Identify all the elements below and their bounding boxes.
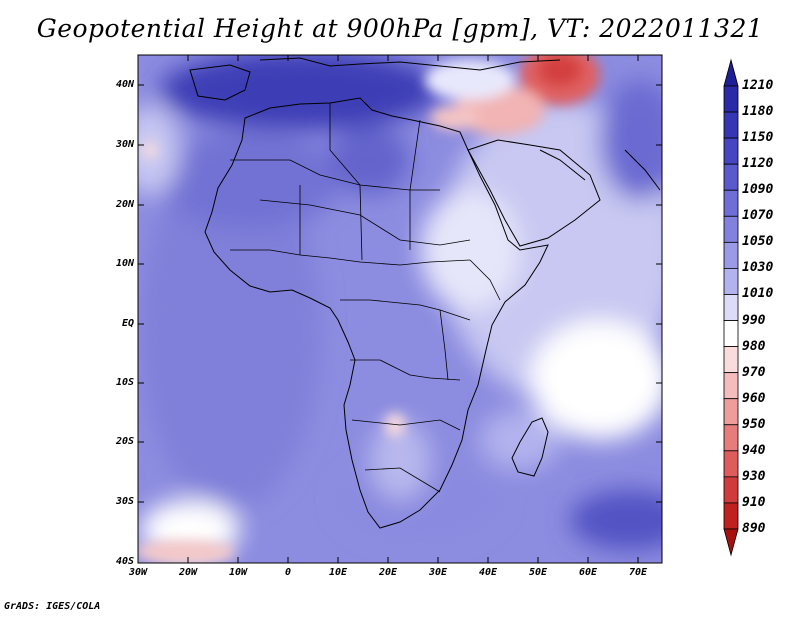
colorbar-segment [723,241,739,269]
colorbar-segment [723,268,739,295]
colorbar-label: 1010 [742,286,774,302]
colorbar-label: 1180 [742,104,774,120]
madagascar [511,417,549,477]
colorbar-label: 980 [742,338,766,354]
colorbar-label: 1120 [742,156,774,172]
colorbar-top-arrow [723,58,739,87]
colorbar-label: 1150 [742,130,774,146]
colorbar-segment [723,215,739,243]
colorbar-label: 1030 [742,260,774,276]
lat-label-20s: 20S [115,436,134,447]
lon-label-60e: 60E [578,567,598,578]
colorbar-label: 910 [742,494,766,510]
colorbar-label: 1070 [742,208,774,224]
plot-frame [137,54,663,564]
colorbar-segment [723,372,739,400]
height-field [138,55,662,563]
lon-label-0: 0 [284,567,292,578]
colorbar-label: 930 [742,468,766,484]
colorbar-segment [723,346,739,374]
colorbar-label: 970 [742,364,766,380]
lat-label-30n: 30N [115,139,134,150]
india-coast [624,149,661,191]
colorbar-segment [723,476,739,504]
borders [230,103,501,493]
lon-label-10w: 10W [228,567,248,578]
lat-label-eq: EQ [121,318,134,329]
colorbar-label: 950 [742,416,766,432]
colorbar [723,58,739,557]
europe-coast [259,57,561,71]
lon-label-20w: 20W [178,567,198,578]
lat-label-40s: 40S [115,556,134,567]
colorbar-segment [723,85,739,113]
colorbar-label: 990 [742,312,766,328]
colorbar-label: 890 [742,521,766,536]
iberia [189,64,251,101]
colorbar-bottom-arrow [723,528,739,557]
colorbar-segment [723,502,739,530]
colorbar-segment [723,189,739,217]
lon-label-70e: 70E [628,567,648,578]
colorbar-segment [723,320,739,347]
colorbar-segment [723,163,739,191]
lon-label-20e: 20E [378,567,398,578]
lon-label-40e: 40E [478,567,498,578]
colorbar-segment [723,424,739,452]
persian-gulf [539,149,586,181]
colorbar-segment [723,398,739,426]
colorbar-label: 940 [742,442,766,458]
lon-label-30e: 30E [428,567,448,578]
credit-text: GrADS: IGES/COLA [4,601,101,612]
colorbar-segment [723,294,739,321]
colorbar-segment [723,137,739,165]
colorbar-label: 960 [742,390,766,406]
lat-label-40n: 40N [115,79,134,90]
arabia [467,139,601,247]
lat-label-10n: 10N [115,258,134,269]
lon-label-30w: 30W [128,567,148,578]
lat-label-30s: 30S [115,496,134,507]
lat-label-20n: 20N [115,199,134,210]
colorbar-segment [723,450,739,478]
lon-label-50e: 50E [528,567,548,578]
lat-label-10s: 10S [115,377,134,388]
colorbar-label: 1050 [742,234,774,250]
colorbar-label: 1090 [742,182,774,198]
coastlines [189,57,661,529]
lon-label-10e: 10E [328,567,348,578]
africa-coastline [204,97,549,529]
colorbar-segment [723,111,739,139]
colorbar-label: 1210 [742,78,774,93]
axis-ticks [138,55,662,563]
chart-title: Geopotential Height at 900hPa [gpm], VT:… [36,14,764,43]
